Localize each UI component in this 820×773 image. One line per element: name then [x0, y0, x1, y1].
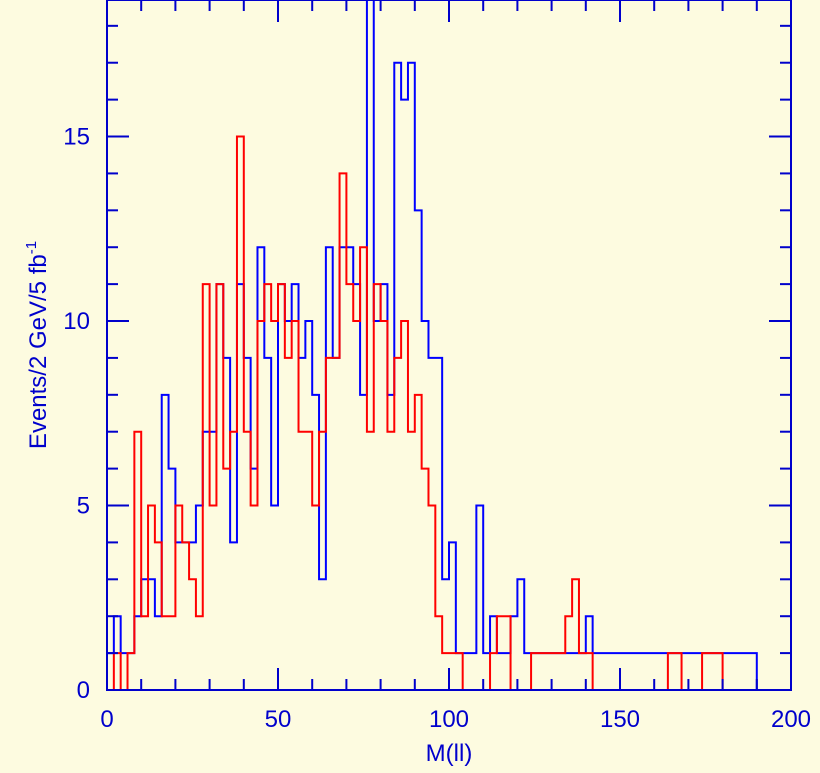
x-tick-label: 50: [265, 706, 292, 733]
y-tick-label: 15: [63, 124, 90, 151]
ticks-layer: [106, 0, 792, 691]
x-tick-label: 0: [100, 706, 113, 733]
x-tick-label: 150: [600, 706, 640, 733]
y-tick-label: 0: [77, 677, 90, 704]
y-axis-title: Events/2 GeV/5 fb-1: [23, 241, 52, 449]
labels-layer: 0 50 100 150 200 0 5 10 15: [63, 124, 811, 733]
x-axis-title: M(ll): [426, 740, 473, 767]
series-layer: [107, 0, 791, 691]
x-tick-label: 200: [771, 706, 811, 733]
histogram-series-2: [107, 135, 791, 691]
x-tick-label: 100: [429, 706, 469, 733]
y-axis-title-main: Events/2 GeV/5 fb: [25, 254, 52, 449]
y-tick-label: 5: [77, 493, 90, 520]
plot-frame: [106, 0, 792, 691]
y-axis-title-sup: -1: [23, 241, 40, 254]
y-tick-label: 10: [63, 308, 90, 335]
